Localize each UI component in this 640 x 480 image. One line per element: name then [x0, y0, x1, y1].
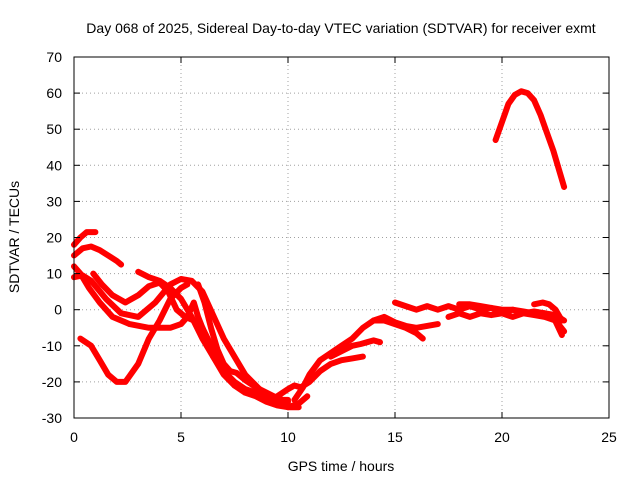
y-tick-label: 30 [46, 193, 62, 209]
series-line-sat-q [492, 88, 568, 190]
y-tick-label: 40 [46, 157, 62, 173]
x-tick-label: 20 [494, 429, 510, 445]
series-line-sat-h [195, 281, 291, 405]
series-line-sat-i [274, 353, 366, 400]
x-tick-label: 15 [387, 429, 403, 445]
y-tick-label: 50 [46, 121, 62, 137]
y-tick-label: 0 [54, 302, 62, 318]
y-axis: -30 -20 -10 0 10 20 30 40 50 60 70 [42, 49, 609, 426]
x-axis: 0 5 10 15 20 25 [70, 57, 617, 445]
x-tick-label: 5 [177, 429, 185, 445]
y-tick-label: 70 [46, 49, 62, 65]
y-tick-label: 60 [46, 85, 62, 101]
x-axis-title: GPS time / hours [288, 458, 395, 474]
grid [74, 57, 609, 418]
x-tick-label: 25 [601, 429, 617, 445]
y-tick-label: -10 [42, 338, 62, 354]
series-line-sat-d [71, 272, 302, 411]
y-axis-title: SDTVAR / TECUs [6, 181, 22, 293]
y-tick-label: 10 [46, 266, 62, 282]
series-line-sat-p [531, 299, 565, 324]
y-tick-label: -20 [42, 374, 62, 390]
series-line-sat-l [370, 313, 441, 331]
series-line-sat-a [71, 229, 99, 248]
series-line-sat-k [327, 337, 383, 360]
series-line-sat-g [135, 268, 291, 409]
x-tick-label: 0 [70, 429, 78, 445]
series-line-sat-o [456, 301, 565, 338]
series-line-sat-n [445, 310, 568, 335]
series-layer [71, 88, 568, 411]
x-tick-label: 10 [280, 429, 296, 445]
chart-title: Day 068 of 2025, Sidereal Day-to-day VTE… [86, 20, 595, 36]
series-line-sat-b [71, 243, 125, 268]
y-tick-label: 20 [46, 230, 62, 246]
y-tick-label: -30 [42, 410, 62, 426]
